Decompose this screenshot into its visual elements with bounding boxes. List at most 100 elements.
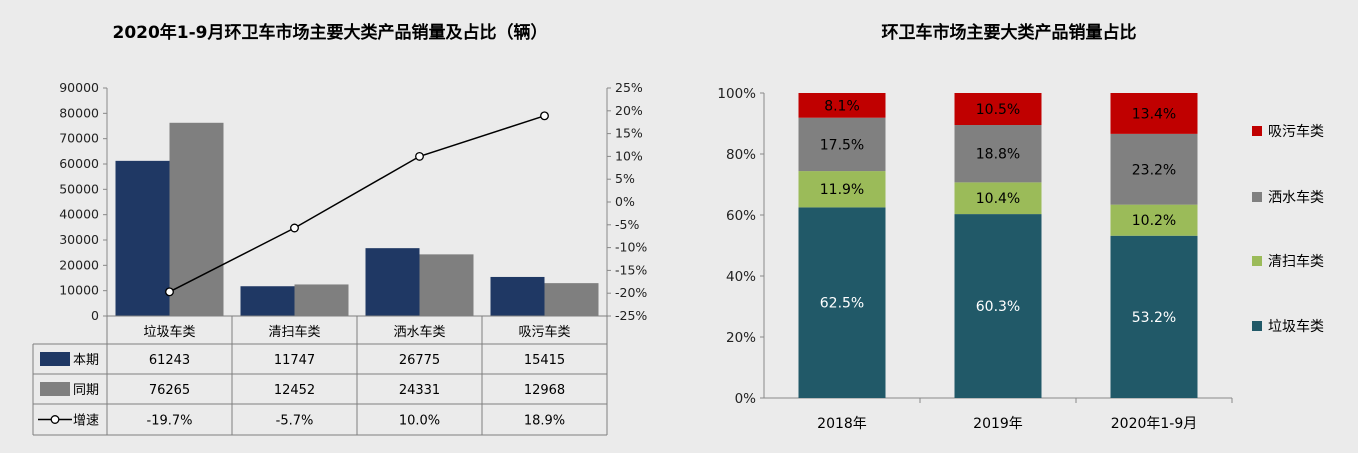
table-cell: 76265 (149, 383, 190, 398)
stacked-segment (798, 93, 886, 118)
table-cell: 10.0% (399, 414, 440, 429)
data-label: 10.2% (1132, 213, 1176, 229)
left-axis-tick-label: 30000 (59, 232, 99, 247)
growth-point (290, 223, 299, 233)
x-axis-tick-label: 2020年1-9月 (1111, 416, 1198, 432)
x-axis-tick-label: 2019年 (973, 416, 1023, 432)
legend-swatch (1252, 192, 1262, 202)
bar-current (490, 276, 545, 316)
stacked-segment (954, 125, 1042, 183)
right-axis-tick-label: -5% (615, 217, 639, 232)
left-chart-panel: 2020年1-9月环卫车市场主要大类产品销量及占比（辆） 0 10000 20000… (0, 0, 660, 453)
table-cell: 26775 (399, 353, 440, 368)
table-row-label: 增速 (73, 414, 99, 429)
table-cell: 61243 (149, 353, 190, 368)
left-axis-tick-label: 70000 (59, 131, 99, 146)
left-axis-tick-label: 50000 (59, 181, 99, 196)
left-axis-tick-label: 10000 (59, 283, 99, 298)
growth-point (165, 287, 174, 297)
left-axis-tick-label: 90000 (59, 80, 99, 95)
table-cell: 15415 (524, 353, 565, 368)
y-axis-tick-label: 20% (726, 330, 756, 346)
right-axis-tick-label: -20% (615, 285, 647, 300)
table-category-label: 吸污车类 (518, 324, 570, 340)
stacked-segment (1110, 235, 1198, 398)
table-cell: -19.7% (147, 414, 193, 429)
left-axis-tick-label: 0 (91, 308, 99, 323)
legend-swatch (1252, 321, 1262, 331)
data-label: 60.3% (976, 299, 1020, 315)
bar-previous (169, 122, 224, 316)
y-axis-tick-label: 0% (735, 391, 757, 407)
stacked-segment (1110, 133, 1198, 205)
left-axis-tick-label: 40000 (59, 207, 99, 222)
legend-key-growth-point (50, 415, 60, 424)
right-axis-tick-label: -15% (615, 262, 647, 277)
table-cell: -5.7% (276, 414, 314, 429)
y-axis-tick-label: 80% (726, 147, 756, 163)
y-axis-tick-label: 40% (726, 269, 756, 285)
stacked-segment (1110, 93, 1198, 134)
table-category-label: 清扫车类 (268, 324, 320, 340)
right-chart-panel: 环卫车市场主要大类产品销量占比 0% 20% 40% 60% 80% 100% 2018年 6… (660, 0, 1358, 453)
right-axis-tick-label: 25% (615, 80, 643, 95)
legend-swatch (1252, 126, 1262, 136)
legend-label: 吸污车类 (1268, 123, 1324, 140)
legend-label: 洒水车类 (1268, 189, 1324, 206)
data-label: 10.4% (976, 191, 1020, 207)
left-chart-svg: 0 10000 20000 30000 40000 50000 60000 70000 8000… (32, 80, 647, 436)
table-cell: 11747 (274, 353, 315, 368)
table-cell: 12452 (274, 383, 315, 398)
y-axis-tick-label: 100% (717, 86, 756, 102)
stacked-segment (1110, 204, 1198, 236)
data-label: 17.5% (820, 137, 864, 153)
legend-key-previous (40, 382, 70, 396)
right-chart-svg: 0% 20% 40% 60% 80% 100% 2018年 62.5% 11.9% 17.5% 8.… (717, 86, 1324, 432)
table-row-label: 同期 (73, 383, 99, 398)
table-cell: 24331 (399, 383, 440, 398)
right-axis-tick-label: -10% (615, 240, 647, 255)
right-axis-tick-label: 15% (615, 126, 643, 141)
left-axis-tick-label: 80000 (59, 105, 99, 120)
data-label: 10.5% (976, 102, 1020, 118)
bar-previous (544, 283, 599, 316)
legend-swatch (1252, 256, 1262, 266)
x-axis-tick-label: 2018年 (817, 416, 867, 432)
data-label: 23.2% (1132, 162, 1176, 178)
bar-current (365, 248, 420, 316)
table-category-label: 垃圾车类 (143, 324, 195, 340)
stacked-segment (954, 182, 1042, 215)
data-label: 13.4% (1132, 106, 1176, 122)
right-axis-tick-label: 10% (615, 148, 643, 163)
growth-line (169, 115, 545, 293)
growth-point (415, 151, 424, 161)
bar-previous (419, 254, 474, 316)
table-row-label: 本期 (73, 353, 99, 368)
right-axis-tick-label: -25% (615, 308, 647, 323)
legend-label: 清扫车类 (1268, 253, 1324, 270)
data-label: 53.2% (1132, 310, 1176, 326)
table-cell: 18.9% (524, 414, 565, 429)
right-chart-title: 环卫车市场主要大类产品销量占比 (881, 23, 1137, 43)
left-chart-title: 2020年1-9月环卫车市场主要大类产品销量及占比（辆） (112, 23, 548, 43)
stacked-segment (798, 171, 886, 208)
right-axis-tick-label: 0% (615, 194, 635, 209)
stacked-segment (954, 93, 1042, 126)
left-axis-tick-label: 20000 (59, 257, 99, 272)
table-category-label: 洒水车类 (393, 324, 445, 340)
data-label: 8.1% (824, 98, 860, 114)
stacked-segment (798, 207, 886, 398)
stacked-segment (954, 214, 1042, 398)
right-axis-tick-label: 5% (615, 171, 635, 186)
data-label: 18.8% (976, 147, 1020, 163)
bar-current (115, 160, 170, 316)
y-axis-tick-label: 60% (726, 208, 756, 224)
data-label: 62.5% (820, 296, 864, 312)
bar-current (240, 286, 295, 316)
table-cell: 12968 (524, 383, 565, 398)
legend-label: 垃圾车类 (1268, 318, 1324, 335)
stacked-segment (798, 117, 886, 172)
right-axis-tick-label: 20% (615, 103, 643, 118)
data-label: 11.9% (820, 182, 864, 198)
left-axis-tick-label: 60000 (59, 156, 99, 171)
